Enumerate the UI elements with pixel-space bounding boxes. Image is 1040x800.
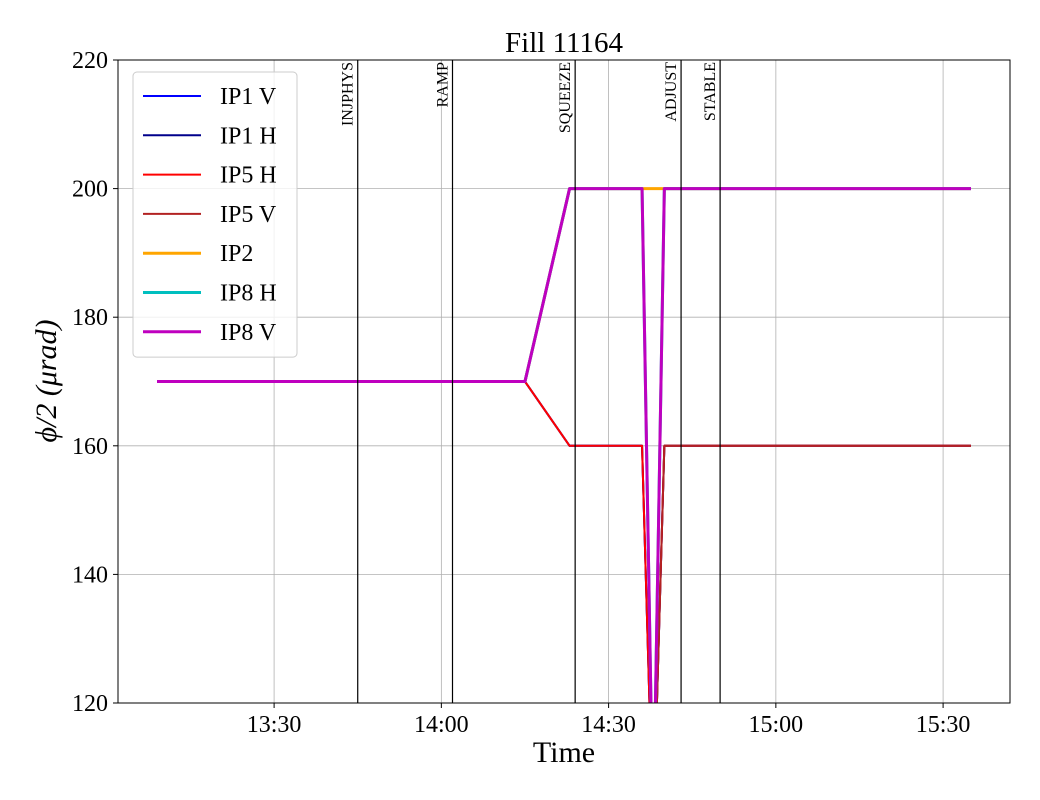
legend-label: IP5 H xyxy=(220,163,277,189)
chart-title: Fill 11164 xyxy=(505,27,623,59)
legend-label: IP8 V xyxy=(220,320,277,346)
y-tick-label: 180 xyxy=(72,305,108,331)
legend-label: IP5 V xyxy=(220,202,277,228)
y-tick-label: 140 xyxy=(72,562,108,588)
legend-label: IP2 xyxy=(220,241,253,267)
x-tick-label: 13:30 xyxy=(247,712,302,738)
legend-label: IP1 H xyxy=(220,123,277,149)
phase-label: STABLE xyxy=(702,62,719,121)
phase-label: INJPHYS xyxy=(340,62,357,126)
axes: 120 140 160 180 200 220 13:30 14:00 14:30 15:00 15… xyxy=(72,48,970,738)
y-tick-label: 200 xyxy=(72,177,108,203)
x-tick-label: 15:00 xyxy=(749,712,804,738)
x-axis-label: Time xyxy=(533,736,595,769)
annotations: INJPHYS RAMP SQUEEZE ADJUST STABLE xyxy=(340,60,721,703)
x-tick-label: 15:30 xyxy=(916,712,971,738)
y-tick-label: 220 xyxy=(72,48,108,74)
series-line xyxy=(655,444,971,703)
phase-label: RAMP xyxy=(435,62,452,107)
x-tick-label: 14:30 xyxy=(581,712,636,738)
plot-lines xyxy=(157,187,971,703)
phase-label: SQUEEZE xyxy=(557,62,574,133)
y-tick-label: 160 xyxy=(72,434,108,460)
x-tick-label: 14:00 xyxy=(414,712,469,738)
legend: IP1 V IP1 H IP5 H IP5 V IP2 IP8 H IP8 V xyxy=(132,71,298,358)
legend-label: IP8 H xyxy=(220,281,277,307)
y-axis-label: ϕ/2 (μrad) xyxy=(30,319,63,442)
legend-box xyxy=(132,71,298,358)
legend-label: IP1 V xyxy=(220,84,277,110)
series-line xyxy=(157,187,971,703)
phase-label: ADJUST xyxy=(663,62,680,122)
plot-frame xyxy=(117,59,1011,704)
y-tick-label: 120 xyxy=(72,691,108,717)
